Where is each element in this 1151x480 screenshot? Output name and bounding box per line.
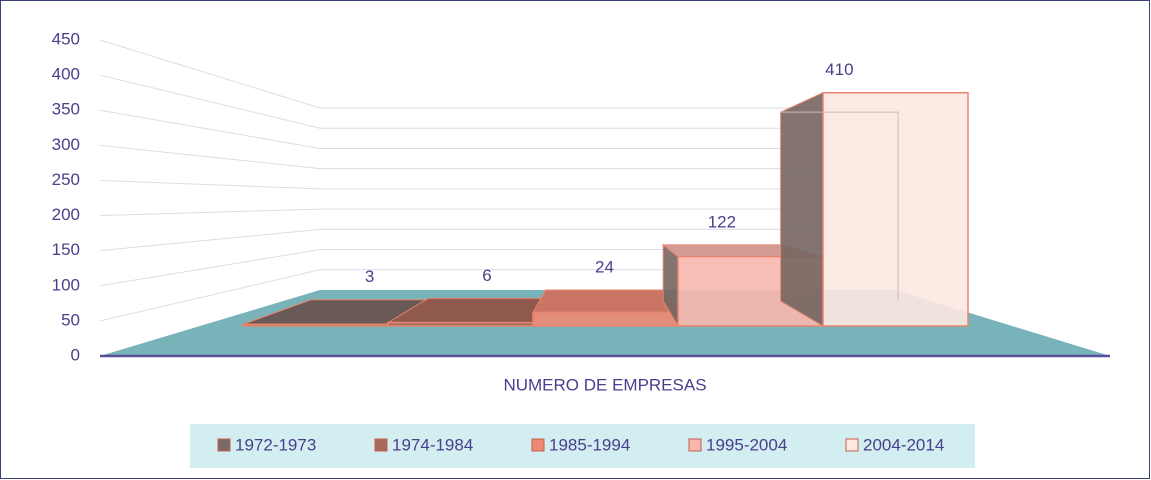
bar — [532, 311, 679, 327]
legend-label: 1985-1994 — [549, 435, 630, 454]
bar — [822, 92, 969, 327]
bar-top — [532, 289, 679, 313]
y-tick-label: 200 — [52, 205, 80, 224]
legend-label: 2004-2014 — [863, 435, 944, 454]
legend-swatch — [531, 438, 545, 452]
y-tick-label: 50 — [61, 310, 80, 329]
data-label: 6 — [482, 266, 491, 285]
bar — [387, 321, 534, 327]
y-tick-label: 150 — [52, 240, 80, 259]
legend-swatch — [845, 438, 859, 452]
y-tick-label: 0 — [71, 345, 80, 364]
data-label: 3 — [365, 267, 374, 286]
data-label: 122 — [708, 212, 736, 231]
data-label: 24 — [595, 258, 614, 277]
y-tick-label: 400 — [52, 65, 80, 84]
bar-back-edge — [780, 111, 899, 302]
data-label: 410 — [825, 60, 853, 79]
grid-line — [99, 144, 895, 170]
y-tick-label: 450 — [52, 29, 80, 48]
grid-line — [99, 109, 895, 149]
bar — [242, 323, 389, 327]
legend-swatch — [374, 438, 388, 452]
grid-line — [99, 39, 895, 109]
legend-label: 1974-1984 — [392, 435, 473, 454]
x-axis-label: NUMERO DE EMPRESAS — [503, 375, 706, 394]
grid-line — [99, 208, 895, 217]
legend-swatch — [688, 438, 702, 452]
legend-label: 1995-2004 — [706, 435, 787, 454]
y-tick-label: 300 — [52, 135, 80, 154]
y-tick-label: 100 — [52, 275, 80, 294]
legend-box — [190, 424, 975, 468]
y-tick-label: 250 — [52, 170, 80, 189]
bar-side — [780, 91, 824, 327]
legend-swatch — [217, 438, 231, 452]
legend-label: 1972-1973 — [235, 435, 316, 454]
grid-line — [99, 179, 895, 190]
grid-line — [99, 74, 895, 129]
y-tick-label: 350 — [52, 100, 80, 119]
grid-line — [99, 228, 895, 252]
